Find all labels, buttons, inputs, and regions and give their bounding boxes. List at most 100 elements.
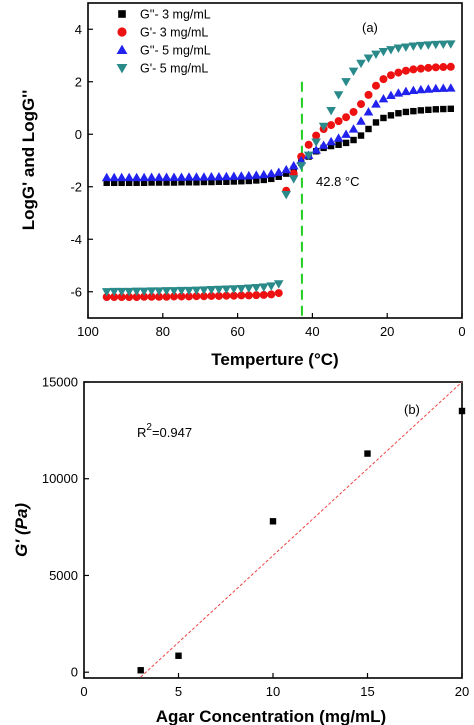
- panel-a-data-point: [103, 179, 110, 187]
- panel-a-data-point: [273, 167, 284, 176]
- panel-a-data-point: [147, 292, 156, 301]
- panel-a-data-point: [154, 287, 164, 296]
- panel-a-data-point: [357, 132, 365, 139]
- panel-a-data-point: [438, 40, 449, 50]
- panel-a-data-point: [259, 290, 268, 299]
- panel-a-data-point: [296, 162, 306, 171]
- panel-a-data-point: [416, 64, 425, 73]
- panel-a-data-point: [176, 286, 187, 296]
- panel-a-data-point: [178, 179, 185, 186]
- panel-a-data-point: [432, 106, 440, 113]
- panel-a-data-point: [386, 90, 396, 99]
- panel-a-legend-item: G''- 5 mg/mL: [116, 44, 211, 58]
- panel-a-data-point: [288, 175, 299, 184]
- panel-a-x-tick-label: 20: [380, 324, 394, 339]
- panel-a-data-point: [191, 286, 202, 295]
- panel-a-data-point: [431, 83, 441, 93]
- panel-a-data-point: [244, 170, 254, 180]
- panel-a-data-point: [229, 285, 239, 294]
- panel-a-data-point: [393, 88, 404, 97]
- panel-a-data-point: [402, 108, 410, 116]
- panel-b-series: [137, 407, 466, 674]
- panel-a-data-point: [387, 112, 395, 119]
- panel-a-data-point: [341, 129, 351, 138]
- panel-a-data-point: [237, 291, 246, 300]
- panel-a-data-point: [281, 191, 292, 200]
- panel-b-x-tick-label: 20: [455, 684, 469, 699]
- panel-a-data-point: [162, 292, 171, 301]
- panel-a-data-point: [118, 179, 125, 187]
- panel-a-data-point: [236, 171, 247, 180]
- panel-a-y-tick-label: 4: [75, 22, 82, 37]
- panel-a-data-point: [395, 110, 402, 117]
- panel-a-data-point: [408, 42, 419, 51]
- panel-a-series: [101, 40, 456, 301]
- panel-a-data-point: [116, 172, 127, 182]
- panel-b-x-tick-label: 0: [80, 684, 87, 699]
- panel-a-data-point: [365, 125, 372, 133]
- panel-a-data-point: [401, 86, 411, 96]
- panel-a-data-point: [288, 160, 299, 170]
- panel-a-data-point: [401, 43, 411, 52]
- panel-a-data-point: [223, 178, 230, 185]
- panel-a-data-point: [169, 287, 179, 296]
- panel-a-data-point: [206, 286, 217, 295]
- panel-a-data-point: [214, 291, 223, 300]
- panel-a-data-point: [371, 81, 380, 90]
- panel-a-data-point: [199, 172, 209, 181]
- panel-a-data-point: [191, 172, 202, 181]
- panel-a-data-point: [447, 105, 454, 112]
- panel-a-data-point: [185, 179, 193, 186]
- panel-a-data-point: [258, 283, 269, 292]
- panel-a-data-point: [221, 285, 232, 294]
- panel-a-data-point: [424, 63, 433, 72]
- panel-a-data-point: [215, 178, 223, 185]
- panel-a-data-point: [342, 139, 350, 147]
- panel-a-data-point: [244, 291, 253, 300]
- panel-a-series-2: [101, 83, 456, 182]
- panel-a-data-point: [281, 164, 292, 174]
- panel-a-data-point: [363, 107, 374, 116]
- panel-a-data-point: [283, 170, 290, 177]
- panel-a-data-point: [266, 168, 277, 178]
- panel-a-data-point: [394, 68, 403, 77]
- panel-b-data-point: [137, 667, 144, 674]
- panel-a-data-point: [170, 179, 178, 186]
- panel-a-data-point: [101, 172, 112, 182]
- panel-a-legend-item: G'- 5 mg/mL: [116, 62, 208, 76]
- panel-a-data-point: [333, 91, 344, 100]
- panel-a-data-point: [214, 171, 224, 181]
- panel-a-data-point: [350, 136, 357, 144]
- panel-b-y-tick-label: 0: [71, 665, 78, 680]
- panel-a-data-point: [425, 106, 432, 114]
- panel-a-data-point: [222, 291, 231, 300]
- panel-a-data-point: [446, 62, 455, 71]
- panel-b-x-axis-title: Agar Concentration (mg/mL): [156, 707, 386, 725]
- panel-a-data-point: [349, 107, 358, 116]
- panel-a-legend-label: G'- 5 mg/mL: [140, 62, 208, 76]
- panel-a-data-point: [229, 171, 239, 180]
- panel-a-data-point: [326, 136, 336, 146]
- panel-a-x-axis-title: Temperture (°C): [211, 350, 338, 369]
- panel-a-data-point: [371, 99, 381, 108]
- transition-temperature-label: 42.8 °C: [316, 174, 360, 189]
- panel-a-legend-marker: [116, 63, 128, 74]
- panel-a-data-point: [146, 287, 157, 296]
- panel-a-data-point: [423, 84, 434, 93]
- panel-a-data-point: [124, 287, 134, 297]
- panel-a-data-point: [296, 155, 306, 165]
- panel-a-data-point: [258, 169, 269, 179]
- panel-a-data-point: [311, 145, 321, 154]
- panel-a-data-point: [140, 179, 148, 187]
- panel-a-data-point: [401, 66, 410, 75]
- panel-a-data-point: [378, 94, 389, 103]
- panel-a-data-point: [266, 282, 277, 291]
- r-squared-value: =0.947: [152, 425, 192, 440]
- panel-a-y-tick-label: -2: [70, 179, 82, 194]
- panel-a-data-point: [438, 83, 449, 92]
- panel-a-data-point: [131, 287, 142, 297]
- panel-a-data-point: [139, 172, 149, 182]
- panel-a-data-point: [253, 177, 260, 184]
- panel-b-ticks: 0 5 10 15 20 0 5000 10000 15000: [42, 375, 469, 700]
- panel-a-data-point: [341, 78, 351, 87]
